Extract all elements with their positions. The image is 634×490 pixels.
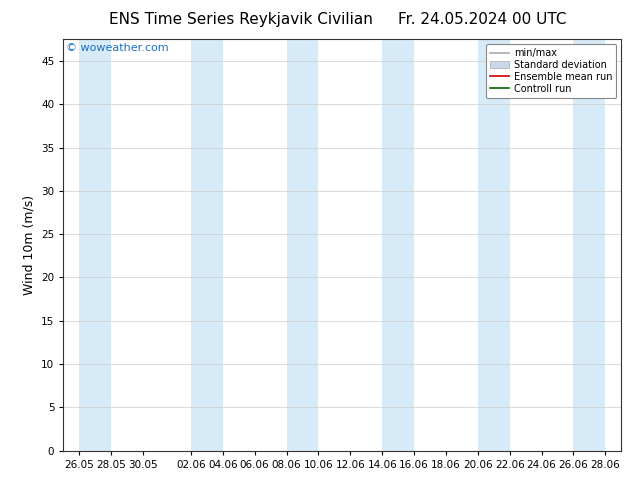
Bar: [191, 39, 223, 451]
Bar: [382, 39, 414, 451]
Y-axis label: Wind 10m (m/s): Wind 10m (m/s): [23, 195, 36, 295]
Bar: [79, 39, 111, 451]
Text: Fr. 24.05.2024 00 UTC: Fr. 24.05.2024 00 UTC: [398, 12, 566, 27]
Bar: [287, 39, 318, 451]
Bar: [574, 39, 605, 451]
Text: © woweather.com: © woweather.com: [66, 43, 169, 53]
Text: ENS Time Series Reykjavik Civilian: ENS Time Series Reykjavik Civilian: [109, 12, 373, 27]
Legend: min/max, Standard deviation, Ensemble mean run, Controll run: min/max, Standard deviation, Ensemble me…: [486, 44, 616, 98]
Bar: [478, 39, 510, 451]
